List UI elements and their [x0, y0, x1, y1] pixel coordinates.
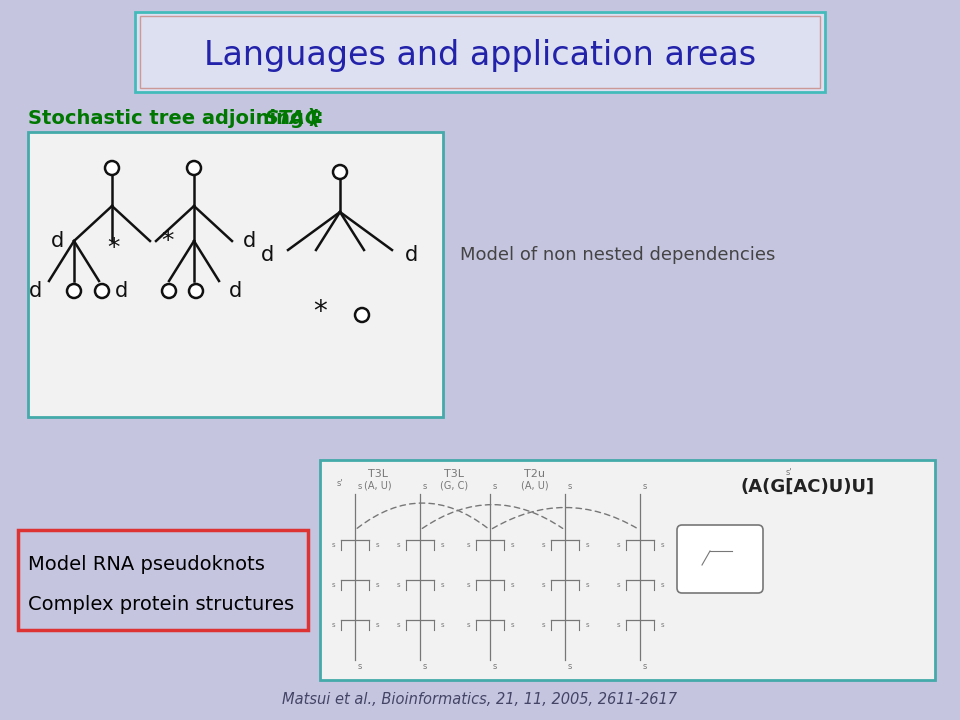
Text: A: A [707, 540, 713, 550]
Circle shape [105, 161, 119, 175]
Text: (A, U): (A, U) [364, 480, 392, 490]
Text: *: * [313, 298, 326, 326]
Text: s: s [660, 542, 663, 549]
Text: C: C [722, 560, 729, 570]
Text: Model RNA pseudoknots: Model RNA pseudoknots [28, 556, 265, 575]
Text: T3L: T3L [368, 469, 388, 479]
Text: s: s [396, 582, 399, 588]
Text: s: s [586, 582, 588, 588]
FancyBboxPatch shape [677, 525, 763, 593]
Text: Stochastic tree adjoining (: Stochastic tree adjoining ( [28, 109, 320, 127]
Text: s: s [493, 662, 497, 671]
Circle shape [67, 284, 81, 298]
Text: s: s [541, 622, 545, 628]
Text: s: s [510, 582, 514, 588]
Text: (A, U): (A, U) [521, 480, 549, 490]
Text: d: d [261, 245, 275, 265]
Text: d: d [229, 281, 243, 301]
Text: Matsui et al., Bioinformatics, 21, 11, 2005, 2611-2617: Matsui et al., Bioinformatics, 21, 11, 2… [282, 693, 678, 708]
Text: d: d [405, 245, 419, 265]
Text: s: s [660, 582, 663, 588]
FancyBboxPatch shape [28, 132, 443, 417]
Text: T3L: T3L [444, 469, 464, 479]
Text: *: * [108, 236, 120, 260]
Text: s: s [331, 622, 335, 628]
Text: (G, C): (G, C) [440, 480, 468, 490]
Text: s: s [643, 482, 647, 491]
Text: s: s [423, 662, 427, 671]
Circle shape [187, 161, 201, 175]
Text: s: s [467, 542, 469, 549]
Text: s': s' [786, 468, 793, 477]
Circle shape [95, 284, 109, 298]
Text: U: U [708, 574, 715, 584]
Text: s: s [541, 542, 545, 549]
Text: s: s [568, 482, 572, 491]
Circle shape [162, 284, 176, 298]
Circle shape [333, 165, 347, 179]
Text: s: s [331, 582, 335, 588]
Text: s: s [510, 622, 514, 628]
Text: s: s [586, 622, 588, 628]
Text: T2u: T2u [524, 469, 545, 479]
Text: s: s [423, 482, 427, 491]
Text: d: d [242, 231, 255, 251]
Text: *: * [161, 229, 173, 253]
Text: s: s [358, 482, 362, 491]
Circle shape [189, 284, 203, 298]
FancyBboxPatch shape [320, 460, 935, 680]
Text: STAG: STAG [265, 109, 322, 127]
Text: s: s [358, 662, 362, 671]
Text: d: d [30, 281, 42, 301]
Text: s: s [396, 542, 399, 549]
Text: s: s [616, 622, 620, 628]
Text: s: s [616, 542, 620, 549]
Text: s: s [586, 542, 588, 549]
Text: ):: ): [307, 109, 324, 127]
Text: s: s [568, 662, 572, 671]
Text: s: s [510, 542, 514, 549]
Text: Complex protein structures: Complex protein structures [28, 595, 294, 614]
Text: s: s [467, 622, 469, 628]
Text: s: s [441, 582, 444, 588]
Text: (A(G[AC)U)U]: (A(G[AC)U)U] [740, 478, 875, 496]
Text: s: s [441, 622, 444, 628]
Text: s': s' [337, 479, 344, 488]
Text: s: s [660, 622, 663, 628]
Text: s: s [541, 582, 545, 588]
Text: G: G [729, 540, 735, 550]
Text: s: s [375, 582, 379, 588]
Text: s: s [375, 622, 379, 628]
FancyBboxPatch shape [135, 12, 825, 92]
Text: Languages and application areas: Languages and application areas [204, 40, 756, 73]
Circle shape [355, 308, 369, 322]
Text: s: s [375, 542, 379, 549]
Text: s: s [493, 482, 497, 491]
FancyBboxPatch shape [18, 530, 308, 630]
Text: s: s [396, 622, 399, 628]
Text: s: s [643, 662, 647, 671]
Text: s: s [616, 582, 620, 588]
Text: s: s [467, 582, 469, 588]
Text: s: s [331, 542, 335, 549]
Text: U: U [699, 557, 706, 567]
Text: s: s [441, 542, 444, 549]
Text: d: d [50, 231, 63, 251]
Text: Model of non nested dependencies: Model of non nested dependencies [460, 246, 776, 264]
Text: d: d [114, 281, 128, 301]
